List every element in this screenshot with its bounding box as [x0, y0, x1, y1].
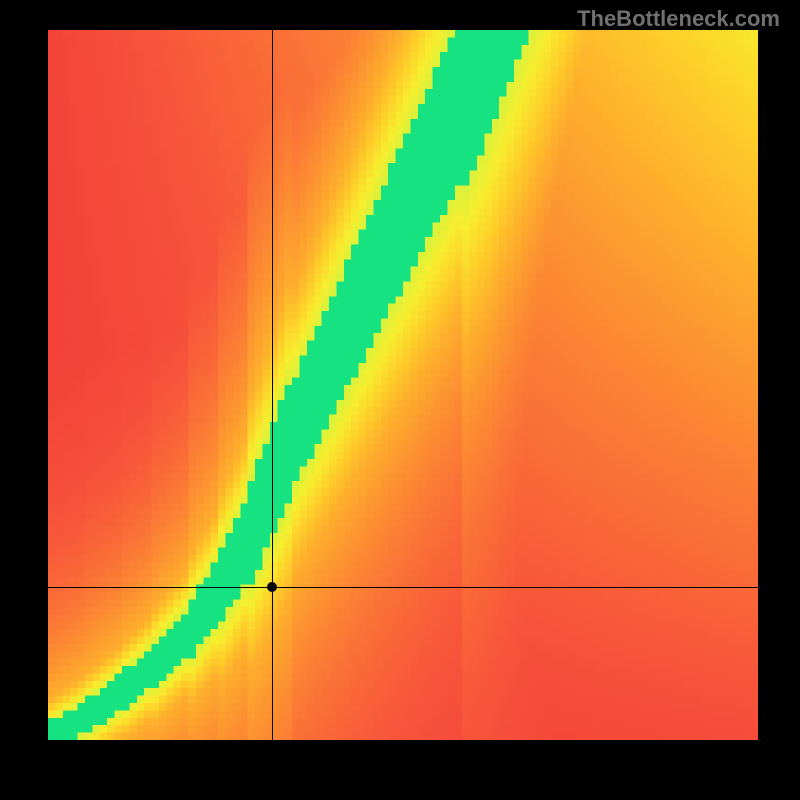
watermark-text: TheBottleneck.com [577, 6, 780, 32]
bottleneck-heatmap [48, 30, 758, 740]
selection-marker [267, 582, 277, 592]
heatmap-plot-area [48, 30, 758, 740]
